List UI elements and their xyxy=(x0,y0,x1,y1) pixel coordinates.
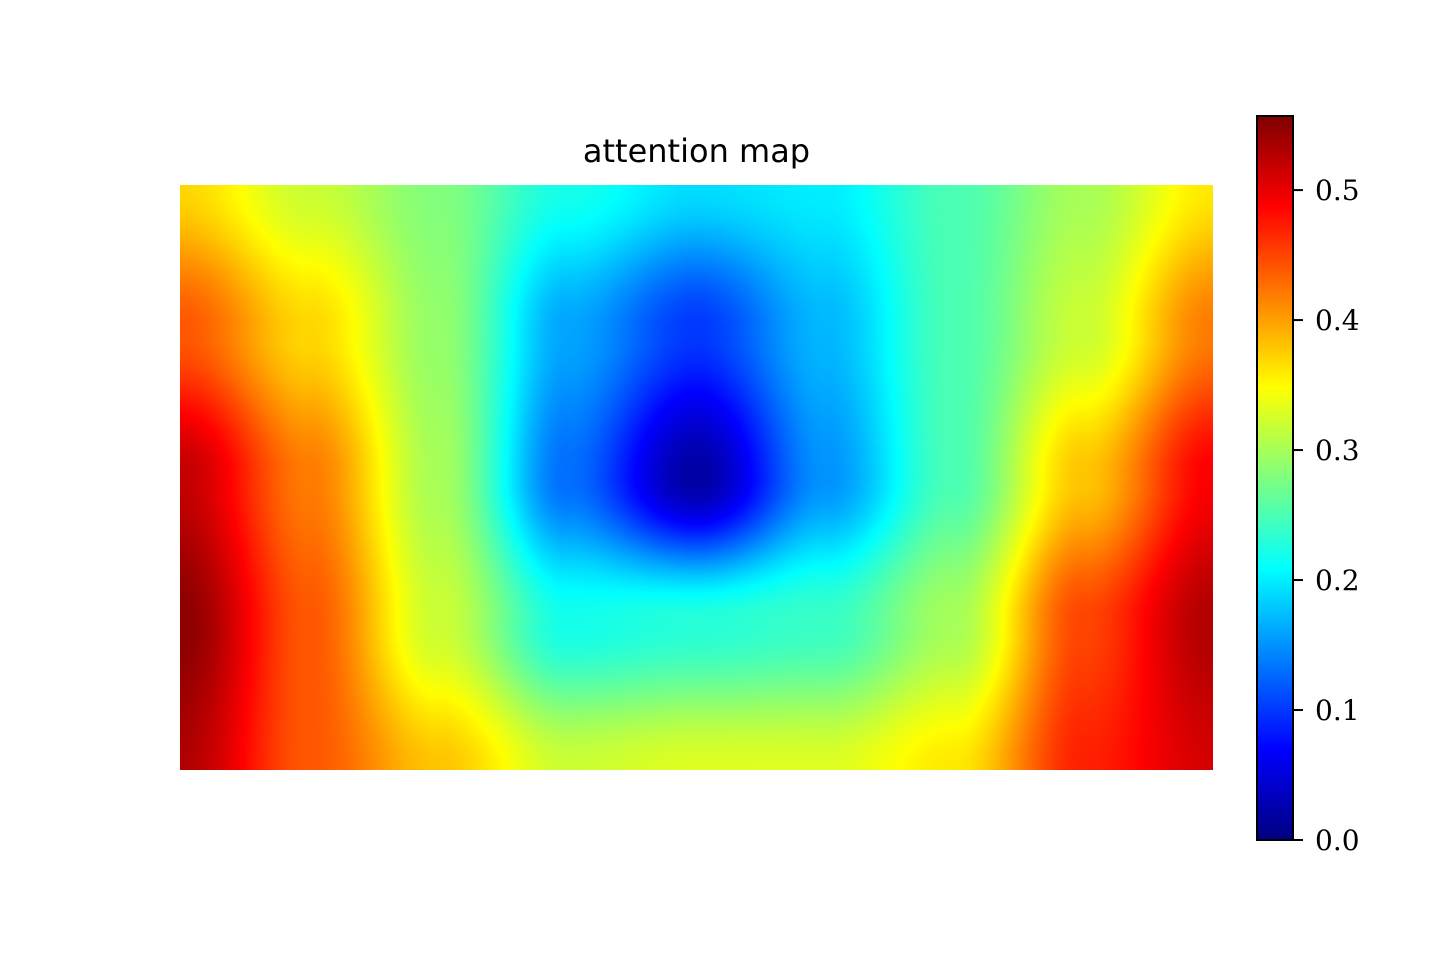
colorbar-tick-label: 0.0 xyxy=(1315,824,1360,857)
colorbar-tick-label: 0.3 xyxy=(1315,434,1360,467)
chart-title: attention map xyxy=(582,132,811,170)
colorbar-tick-label: 0.4 xyxy=(1315,304,1360,337)
colorbar-ticks: 0.0 0.1 0.2 0.3 0.4 0.5 xyxy=(1293,174,1360,857)
heatmap-image xyxy=(180,185,1213,770)
colorbar-gradient xyxy=(1256,115,1294,841)
colorbar-tick-label: 0.5 xyxy=(1315,174,1360,207)
colorbar-tick-label: 0.2 xyxy=(1315,564,1360,597)
colorbar-tick-label: 0.1 xyxy=(1315,694,1360,727)
